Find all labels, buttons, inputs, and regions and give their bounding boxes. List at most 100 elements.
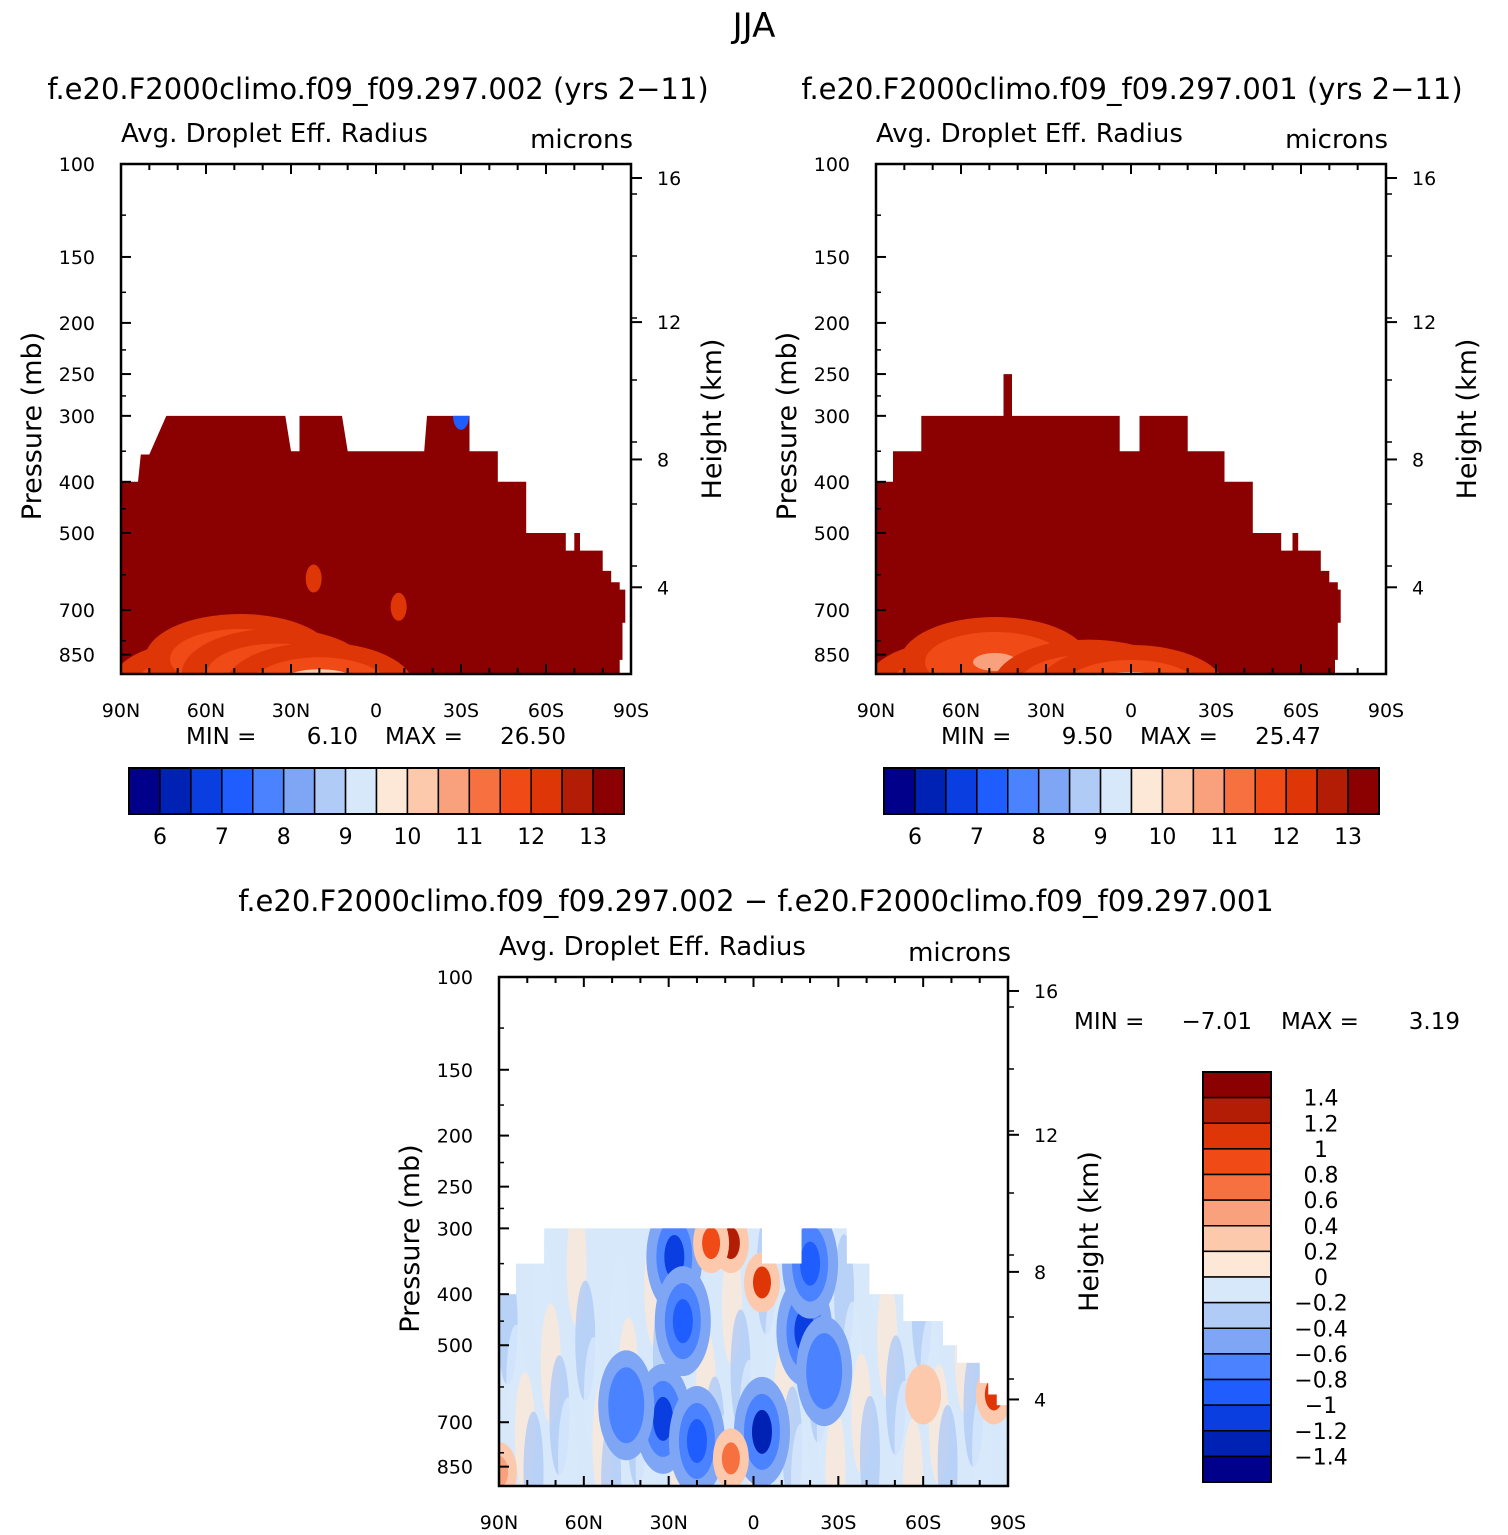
panel-difference: f.e20.F2000climo.f09_f09.297.002 − f.e20… — [238, 884, 1460, 1534]
panel-case-002-y-right-tick-label: 8 — [657, 449, 669, 471]
panel-case-001-x-tick-label: 30S — [1198, 700, 1234, 722]
panel-case-002-colorbar-box — [221, 767, 254, 815]
panel-case-002-colorbar-label: 8 — [277, 825, 291, 850]
panel-case-001-plot: 90N 60N 30N 0 30S 60S 90S 100 150 200 250 300 400 500… — [772, 154, 1483, 722]
panel-case-001-colorbar-box — [883, 767, 916, 815]
panel-case-002-colorbar-frame — [128, 767, 625, 815]
panel-case-001-shade — [1067, 676, 1111, 694]
panel-difference-y-tick-label: 200 — [437, 1126, 473, 1148]
panel-case-001-x-tick-label: 0 — [1125, 700, 1137, 722]
panel-case-002-x-tick-label: 60N — [187, 700, 225, 722]
panel-case-002-field-title: Avg. Droplet Eff. Radius — [121, 119, 428, 149]
panel-case-002-y-tick-label: 700 — [59, 600, 95, 622]
panel-case-001-min-value: 9.50 — [1062, 724, 1113, 750]
panel-case-001-y-tick-label: 200 — [814, 313, 850, 335]
panel-difference-colorbar-label: 0.2 — [1304, 1240, 1339, 1265]
panel-difference-shade — [558, 1397, 579, 1486]
panel-difference-colorbar-box — [1202, 1173, 1272, 1201]
panel-difference-field-title: Avg. Droplet Eff. Radius — [499, 932, 806, 962]
panel-difference-colorbar-label: 0 — [1314, 1266, 1328, 1291]
panel-case-002-colorbar-label: 7 — [215, 825, 229, 850]
panel-case-002-y-tick-label: 400 — [59, 472, 95, 494]
panel-case-001-y-tick-label: 300 — [814, 406, 850, 428]
panel-case-001-colorbar-box — [1099, 767, 1133, 815]
panel-case-002-y-tick-label: 850 — [59, 645, 95, 667]
panel-case-001-y-tick-label: 500 — [814, 523, 850, 545]
panel-difference-shade — [980, 1228, 1001, 1310]
panel-difference-colorbar-box — [1202, 1404, 1272, 1432]
panel-case-002-colorbar-box — [344, 767, 378, 815]
panel-difference-colorbar-box — [1202, 1353, 1272, 1381]
panel-case-001-shade — [1109, 681, 1153, 699]
panel-case-001-y-right-tick-label: 8 — [1412, 449, 1424, 471]
panel-difference-colorbar-box — [1202, 1250, 1272, 1278]
panel-case-002-x-tick-label: 90N — [102, 700, 140, 722]
panel-difference-shade — [672, 1299, 693, 1344]
panel-case-002-case-title: f.e20.F2000climo.f09_f09.297.002 (yrs 2−… — [47, 72, 708, 106]
panel-case-001-colorbar-label: 7 — [970, 825, 984, 850]
panel-case-002-y-tick-label: 150 — [59, 247, 95, 269]
panel-case-002-colorbar-box — [499, 767, 532, 815]
panel-case-001-field-title: Avg. Droplet Eff. Radius — [876, 119, 1183, 149]
panel-case-002-min-value: 6.10 — [307, 724, 358, 750]
panel-case-001-y-tick-label: 250 — [814, 364, 850, 386]
panel-case-001-colorbar-label: 6 — [908, 825, 922, 850]
panel-case-002-colorbar-box — [282, 767, 316, 815]
panel-case-001-y-tick-label: 150 — [814, 247, 850, 269]
panel-difference-shade — [499, 1441, 517, 1486]
panel-case-001-colorbar: 6 7 8 9 10 11 12 13 — [883, 767, 1380, 850]
panel-case-001-colorbar-label: 13 — [1334, 825, 1362, 850]
panel-case-002-x-tick-label: 0 — [370, 700, 382, 722]
panel-case-001-shade — [939, 676, 983, 694]
panel-case-001-y-tick-label: 700 — [814, 600, 850, 622]
panel-difference-y-axis-title: Pressure (mb) — [395, 1144, 426, 1332]
panel-case-002-min-label: MIN = — [186, 724, 256, 750]
panel-difference-x-tick-label: 30S — [820, 1512, 856, 1534]
panel-case-001-colorbar-box — [914, 767, 947, 815]
panel-case-002-y-axis-title: Pressure (mb) — [17, 332, 48, 520]
panel-difference-y-tick-label: 400 — [437, 1284, 473, 1306]
panel-case-002-colorbar-box — [468, 767, 501, 815]
panel-case-002-y-right-axis-title: Height (km) — [697, 339, 728, 500]
panel-case-001-colorbar-box — [976, 767, 1009, 815]
panel-case-002-y-right-tick-label: 4 — [657, 577, 669, 599]
panel-case-001-shade — [1208, 416, 1224, 445]
panel-difference-shade — [790, 1423, 811, 1486]
panel-case-002-x-tick-label: 60S — [528, 700, 564, 722]
panel-difference-colorbar-box — [1202, 1455, 1272, 1483]
panel-difference-x-tick-label: 90N — [480, 1512, 518, 1534]
panel-difference-shade — [937, 1405, 958, 1486]
panel-case-001-colorbar-box — [1161, 767, 1195, 815]
panel-difference-x-tick-label: 90S — [990, 1512, 1026, 1534]
panel-case-001-y-tick-label: 850 — [814, 645, 850, 667]
panel-case-002-colorbar-box — [530, 767, 563, 815]
panel-difference-shade — [702, 1228, 721, 1260]
panel-difference-y-tick-label: 150 — [437, 1060, 473, 1082]
panel-difference-colorbar-box — [1202, 1430, 1272, 1458]
panel-case-001-colorbar-label: 12 — [1272, 825, 1300, 850]
panel-case-001-y-tick-label: 400 — [814, 472, 850, 494]
panel-difference-colorbar-label: 0.4 — [1304, 1215, 1339, 1240]
panel-difference-colorbar-label: −1.2 — [1294, 1420, 1347, 1445]
panel-case-001-shade — [1036, 644, 1226, 674]
panel-case-001-y-right-tick-label: 4 — [1412, 577, 1424, 599]
panel-difference-colorbar-box — [1202, 1301, 1272, 1329]
panel-case-001-colorbar-label: 9 — [1094, 825, 1108, 850]
panel-case-001-max-label: MAX = — [1140, 724, 1218, 750]
panel-case-002-y-tick-label: 250 — [59, 364, 95, 386]
panel-difference-shade — [859, 1395, 880, 1486]
panel-case-001-colorbar-label: 10 — [1148, 825, 1176, 850]
panel-difference-y-tick-label: 250 — [437, 1177, 473, 1199]
panel-case-002-x-tick-label: 30N — [272, 700, 310, 722]
panel-difference-colorbar-label: 0.8 — [1304, 1164, 1339, 1189]
panel-case-002-shade — [224, 642, 415, 674]
panel-case-002-colorbar-label: 11 — [455, 825, 483, 850]
panel-difference-shade — [523, 1411, 544, 1486]
panel-case-002-y-tick-label: 300 — [59, 406, 95, 428]
panel-difference-shade — [752, 1266, 771, 1299]
panel-difference-y-right-tick-label: 12 — [1034, 1125, 1058, 1147]
panel-case-002-colorbar-box — [128, 767, 161, 815]
panel-difference-y-tick-label: 500 — [437, 1335, 473, 1357]
panel-case-001-y-right-tick-label: 12 — [1412, 312, 1436, 334]
panel-case-001-x-tick-label: 90S — [1368, 700, 1404, 722]
